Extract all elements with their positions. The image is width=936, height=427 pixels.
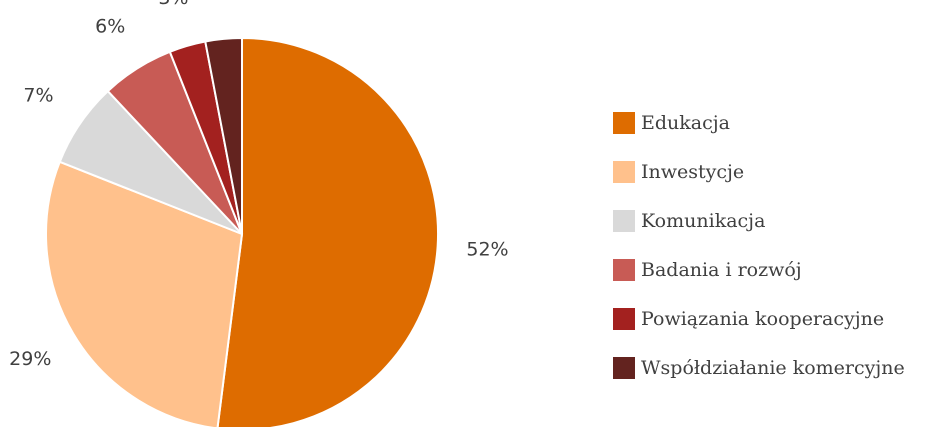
legend-item: Powiązania kooperacyjne xyxy=(613,294,905,343)
legend-item: Edukacja xyxy=(613,98,905,147)
data-label-komunikacja: 7% xyxy=(23,85,53,107)
pie-slices xyxy=(45,36,439,427)
legend-swatch-wspoldzialanie xyxy=(613,356,635,379)
legend-label-edukacja: Edukacja xyxy=(641,111,730,134)
legend-swatch-edukacja xyxy=(613,111,635,134)
data-label-edukacja: 52% xyxy=(466,238,508,260)
legend-item: Badania i rozwój xyxy=(613,245,905,294)
legend-item: Współdziałanie komercyjne xyxy=(613,343,905,392)
legend-item: Komunikacja xyxy=(613,196,905,245)
legend-swatch-powiazania xyxy=(613,307,635,330)
data-label-powiazania-kooperacyjne: 3% xyxy=(158,0,188,9)
chart-legend: Edukacja Inwestycje Komunikacja Badania … xyxy=(613,98,905,392)
pie-slice-inwestycje xyxy=(45,160,244,427)
data-label-inwestycje: 29% xyxy=(9,348,51,370)
legend-label-wspoldzialanie: Współdziałanie komercyjne xyxy=(641,356,905,379)
legend-label-powiazania: Powiązania kooperacyjne xyxy=(641,307,885,330)
legend-item: Inwestycje xyxy=(613,147,905,196)
legend-label-inwestycje: Inwestycje xyxy=(641,160,745,183)
legend-label-komunikacja: Komunikacja xyxy=(641,209,766,232)
pie-slice-wspoldzialanie-komercyjne xyxy=(204,36,243,235)
pie-slice-edukacja xyxy=(216,36,439,427)
legend-label-badania: Badania i rozwój xyxy=(641,258,802,281)
legend-swatch-inwestycje xyxy=(613,160,635,183)
pie-labels: 52%29%7%6%3%3% xyxy=(9,0,508,370)
legend-swatch-komunikacja xyxy=(613,209,635,232)
legend-swatch-badania xyxy=(613,258,635,281)
data-label-badania-i-rozwoj: 6% xyxy=(95,15,125,37)
